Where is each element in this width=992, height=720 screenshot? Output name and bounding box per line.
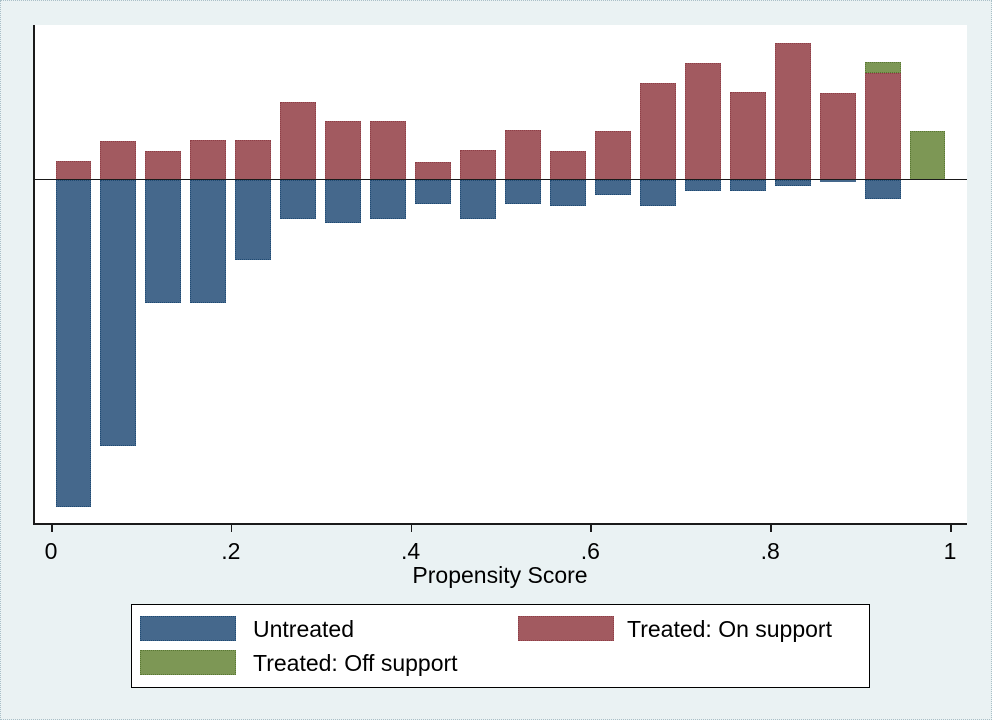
bar-untreated — [594, 179, 631, 195]
bar-untreated — [55, 179, 92, 507]
bar-treated-on-support — [505, 129, 541, 180]
bar-treated-on-support — [594, 130, 631, 180]
legend-box: Untreated Treated: On support Treated: O… — [131, 604, 870, 688]
bar-untreated — [684, 179, 721, 191]
x-tick-label: .4 — [401, 538, 421, 564]
bar-untreated — [280, 179, 317, 219]
bar-treated-off-support — [909, 130, 946, 180]
bar-treated-on-support — [639, 82, 676, 180]
bar-untreated — [145, 179, 182, 303]
bar-treated-on-support — [100, 140, 137, 180]
bar-untreated — [819, 179, 856, 182]
bar-untreated — [639, 179, 676, 206]
bar-untreated — [370, 179, 407, 219]
bar-treated-on-support — [190, 140, 227, 180]
legend-label-treated-off-support: Treated: Off support — [253, 650, 458, 676]
x-tick-label: 1 — [943, 538, 957, 564]
bar-untreated — [190, 179, 227, 303]
bar-treated-on-support — [864, 72, 901, 180]
y-axis-line — [33, 25, 35, 525]
legend-label-untreated: Untreated — [253, 616, 355, 642]
legend-swatch-untreated — [140, 616, 236, 641]
plot-area — [34, 25, 967, 524]
x-tick-mark — [51, 524, 53, 532]
bar-treated-on-support — [280, 101, 317, 180]
bar-untreated — [864, 179, 901, 199]
zero-baseline — [34, 178, 967, 181]
bar-treated-on-support — [684, 62, 721, 180]
bar-untreated — [505, 179, 541, 204]
bar-treated-on-support — [774, 42, 811, 180]
bar-treated-on-support — [145, 150, 182, 180]
x-tick-label: 0 — [44, 538, 58, 564]
x-tick-mark — [950, 524, 952, 532]
bar-treated-on-support — [549, 150, 586, 180]
bar-treated-on-support — [460, 149, 496, 180]
bar-treated-on-support — [235, 140, 272, 180]
x-tick-mark — [770, 524, 772, 532]
x-tick-mark — [230, 524, 233, 532]
bar-untreated — [774, 179, 811, 186]
bar-treated-off-support — [864, 61, 901, 73]
legend-label-treated-on-support: Treated: On support — [627, 616, 832, 642]
bar-untreated — [460, 179, 496, 219]
bar-treated-on-support — [819, 92, 856, 180]
bar-treated-on-support — [370, 120, 407, 180]
bar-treated-on-support — [415, 161, 452, 180]
x-axis-line — [33, 523, 967, 525]
bar-untreated — [235, 179, 272, 260]
bar-untreated — [325, 179, 362, 223]
legend-swatch-treated-on-support — [518, 616, 614, 641]
x-tick-label: .2 — [221, 538, 241, 564]
x-tick-label: .8 — [760, 538, 780, 564]
x-tick-label: .6 — [580, 538, 600, 564]
x-tick-mark — [590, 524, 592, 532]
bar-treated-on-support — [325, 121, 362, 180]
x-axis-title: Propensity Score — [412, 562, 588, 588]
bar-untreated — [729, 179, 766, 191]
bar-untreated — [549, 179, 586, 206]
x-tick-mark — [410, 524, 413, 532]
bar-untreated — [100, 179, 137, 446]
bar-untreated — [415, 179, 452, 204]
legend-swatch-treated-off-support — [140, 650, 236, 675]
bar-treated-on-support — [729, 91, 766, 180]
bar-treated-on-support — [55, 160, 92, 180]
